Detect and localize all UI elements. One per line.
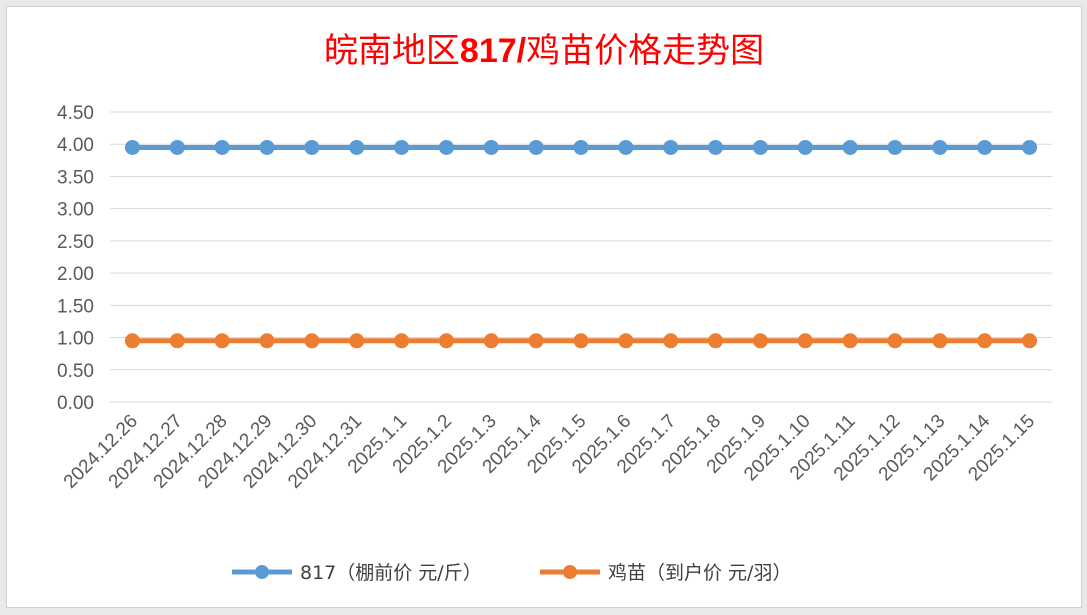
data-point (214, 139, 230, 155)
data-point (977, 139, 993, 155)
chart-area: 皖南地区817/鸡苗价格走势图 0.00 0.50 1.00 1.50 2.00 2.50… (6, 6, 1082, 608)
data-point (304, 139, 320, 155)
chart-title-part-3: 鸡苗价格走势图 (526, 31, 764, 71)
legend-marker (563, 565, 577, 579)
chart-title-part-1: 皖南地区 (324, 31, 460, 71)
data-point (259, 139, 275, 155)
y-axis-ticks: 0.00 0.50 1.00 1.50 2.00 2.50 3.00 3.50 4.00 4.50 (57, 103, 94, 414)
data-point (932, 333, 948, 349)
y-tick-label: 1.50 (57, 296, 94, 317)
y-tick-label: 2.00 (57, 264, 94, 285)
data-point (124, 139, 140, 155)
x-axis-ticks: 2024.12.262024.12.272024.12.282024.12.29… (60, 410, 1039, 492)
y-tick-label: 0.50 (57, 361, 94, 382)
gridlines (110, 111, 1052, 403)
data-point (214, 333, 230, 349)
legend-item-2: 鸡苗（到户价 元/羽） (540, 562, 791, 584)
data-point (483, 139, 499, 155)
data-point (304, 333, 320, 349)
data-point (618, 139, 634, 155)
legend-label: 鸡苗（到户价 元/羽） (608, 562, 791, 584)
data-point (842, 139, 858, 155)
data-point (394, 333, 410, 349)
data-point (573, 139, 589, 155)
y-tick-label: 2.50 (57, 232, 94, 253)
data-point (528, 139, 544, 155)
data-point (752, 139, 768, 155)
data-point (663, 139, 679, 155)
legend-marker (255, 565, 269, 579)
data-point (1022, 139, 1038, 155)
data-point (977, 333, 993, 349)
data-point (708, 139, 724, 155)
data-point (708, 333, 724, 349)
data-point (438, 333, 454, 349)
y-tick-label: 4.00 (57, 135, 94, 156)
chart-title: 皖南地区817/鸡苗价格走势图 (324, 31, 764, 71)
data-point (528, 333, 544, 349)
legend: 817（棚前价 元/斤） 鸡苗（到户价 元/羽） (232, 562, 791, 584)
y-tick-label: 0.00 (57, 393, 94, 414)
data-point (932, 139, 948, 155)
y-tick-label: 1.00 (57, 329, 94, 350)
data-point (842, 333, 858, 349)
data-point (618, 333, 634, 349)
data-point (394, 139, 410, 155)
data-point (887, 333, 903, 349)
legend-label: 817（棚前价 元/斤） (300, 562, 482, 584)
data-point (483, 333, 499, 349)
data-point (1022, 333, 1038, 349)
y-tick-label: 3.50 (57, 167, 94, 188)
data-point (169, 139, 185, 155)
data-point (349, 333, 365, 349)
line-chart: 皖南地区817/鸡苗价格走势图 0.00 0.50 1.00 1.50 2.00 2.50… (57, 31, 1052, 584)
data-point (259, 333, 275, 349)
chart-title-part-2: 817/ (460, 32, 527, 70)
data-point (752, 333, 768, 349)
data-point (663, 333, 679, 349)
legend-item-1: 817（棚前价 元/斤） (232, 562, 482, 584)
series-lines (124, 139, 1038, 349)
data-point (124, 333, 140, 349)
data-point (797, 333, 813, 349)
data-point (797, 139, 813, 155)
data-point (349, 139, 365, 155)
y-tick-label: 3.00 (57, 200, 94, 221)
data-point (169, 333, 185, 349)
data-point (438, 139, 454, 155)
y-tick-label: 4.50 (57, 103, 94, 124)
data-point (573, 333, 589, 349)
data-point (887, 139, 903, 155)
